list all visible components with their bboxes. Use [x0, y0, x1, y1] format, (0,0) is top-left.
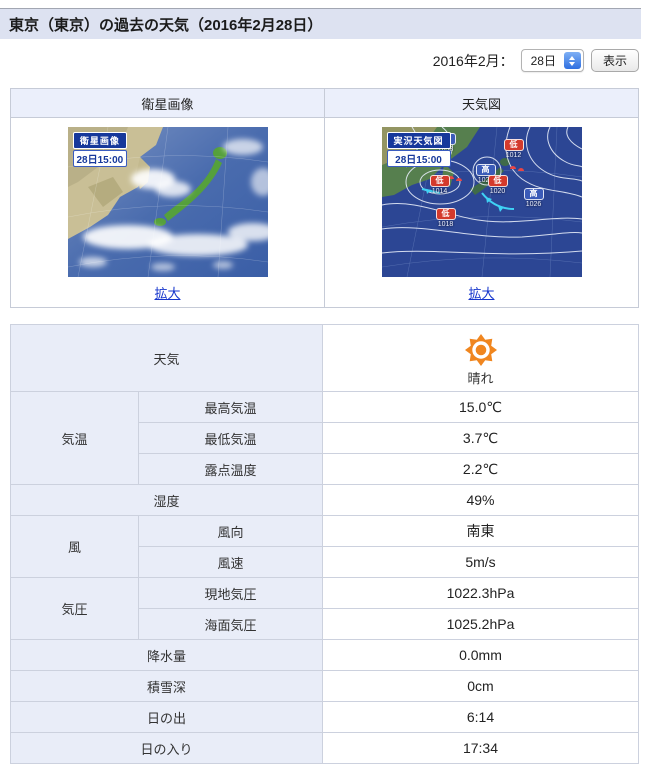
station-pressure-label: 現地気圧 [138, 577, 323, 609]
satellite-column-header: 衛星画像 [10, 88, 325, 118]
station-pressure-value: 1022.3hPa [322, 577, 639, 609]
date-controls: 2016年2月： 28日 表示 [10, 48, 639, 73]
page-title-bar: 東京（東京）の過去の天気（2016年2月28日） [0, 8, 641, 39]
pressure-marker: 高 1028 [475, 160, 496, 184]
max-temp-value: 15.0℃ [322, 391, 639, 423]
pressure-marker: 低 1014 [429, 171, 450, 195]
table-row: 日の出 6:14 [10, 701, 639, 733]
snow-depth-value: 0cm [322, 670, 639, 702]
precipitation-label: 降水量 [10, 639, 323, 671]
max-temp-label: 最高気温 [138, 391, 323, 423]
wind-speed-value: 5m/s [322, 546, 639, 578]
table-row: 天気 晴れ [10, 324, 639, 392]
dew-point-label: 露点温度 [138, 453, 323, 485]
temperature-group-label: 気温 [10, 391, 139, 485]
pressure-group-label: 気圧 [10, 577, 139, 640]
humidity-value: 49% [322, 484, 639, 516]
table-row: 風 風向 南東 [10, 515, 639, 578]
table-row: 積雪深 0cm [10, 670, 639, 702]
pressure-marker: 低 1018 [435, 204, 456, 228]
wind-group-label: 風 [10, 515, 139, 578]
pressure-marker: 低 1020 [487, 171, 508, 195]
weather-map-badge-title: 実況天気図 [386, 132, 451, 149]
satellite-image-badge: 衛星画像 28日15:00 [72, 132, 128, 167]
weather-value-cell: 晴れ [322, 324, 639, 392]
sunset-value: 17:34 [322, 732, 639, 764]
sea-level-pressure-value: 1025.2hPa [322, 608, 639, 640]
table-row: 気圧 現地気圧 1022.3hPa [10, 577, 639, 640]
sea-level-pressure-label: 海面気圧 [138, 608, 323, 640]
wind-direction-label: 風向 [138, 515, 323, 547]
table-row: 海面気圧 1025.2hPa [11, 608, 639, 640]
weather-map-column-header: 天気図 [324, 88, 639, 118]
satellite-zoom-link[interactable]: 拡大 [154, 286, 181, 301]
satellite-badge-title: 衛星画像 [72, 132, 128, 149]
weather-map-image-badge: 実況天気図 28日15:00 [386, 132, 451, 167]
image-table: 衛星画像 天気図 衛星画像 28日15:00 [10, 88, 639, 308]
pressure-marker: 高 1026 [523, 184, 544, 208]
weather-condition: 晴れ [467, 371, 494, 386]
weather-map-image: 実況天気図 28日15:00 [381, 127, 582, 277]
table-row: 日の入り 17:34 [10, 732, 639, 764]
precipitation-value: 0.0mm [322, 639, 639, 671]
wind-direction-value: 南東 [322, 515, 639, 547]
weather-map-zoom-link[interactable]: 拡大 [468, 286, 495, 301]
wind-speed-label: 風速 [138, 546, 323, 578]
weather-map-cell: 実況天気図 28日15:00 [324, 117, 639, 308]
dew-point-value: 2.2℃ [322, 453, 639, 485]
min-temp-label: 最低気温 [138, 422, 323, 454]
sunset-label: 日の入り [10, 732, 323, 764]
show-button[interactable]: 表示 [590, 49, 639, 72]
table-row: 湿度 49% [10, 484, 639, 516]
day-select-value: 28日 [530, 54, 556, 68]
table-row: 降水量 0.0mm [10, 639, 639, 671]
sunrise-label: 日の出 [10, 701, 323, 733]
month-label: 2016年2月： [432, 52, 514, 69]
table-row: 気温 最高気温 15.0℃ [10, 391, 639, 485]
weather-data-table: 天気 晴れ 気温 最高気温 15.0℃ 最低気温 3.7℃ 露点温度 2.2℃ … [10, 324, 639, 764]
weather-label: 天気 [10, 324, 323, 392]
satellite-image: 衛星画像 28日15:00 [67, 127, 268, 277]
page-title: 東京（東京）の過去の天気（2016年2月28日） [9, 16, 323, 34]
select-stepper-icon [563, 52, 581, 69]
satellite-badge-time: 28日15:00 [72, 150, 128, 167]
humidity-label: 湿度 [10, 484, 323, 516]
day-select[interactable]: 28日 [520, 49, 584, 72]
table-row: 露点温度 2.2℃ [11, 453, 639, 485]
snow-depth-label: 積雪深 [10, 670, 323, 702]
weather-map-badge-time: 28日15:00 [386, 150, 451, 167]
min-temp-value: 3.7℃ [322, 422, 639, 454]
pressure-marker: 低 1012 [503, 135, 524, 159]
sun-icon [464, 333, 498, 367]
sunrise-value: 6:14 [322, 701, 639, 733]
table-row: 最低気温 3.7℃ [11, 422, 639, 454]
table-row: 風速 5m/s [11, 546, 639, 578]
satellite-cell: 衛星画像 28日15:00 [10, 117, 325, 308]
